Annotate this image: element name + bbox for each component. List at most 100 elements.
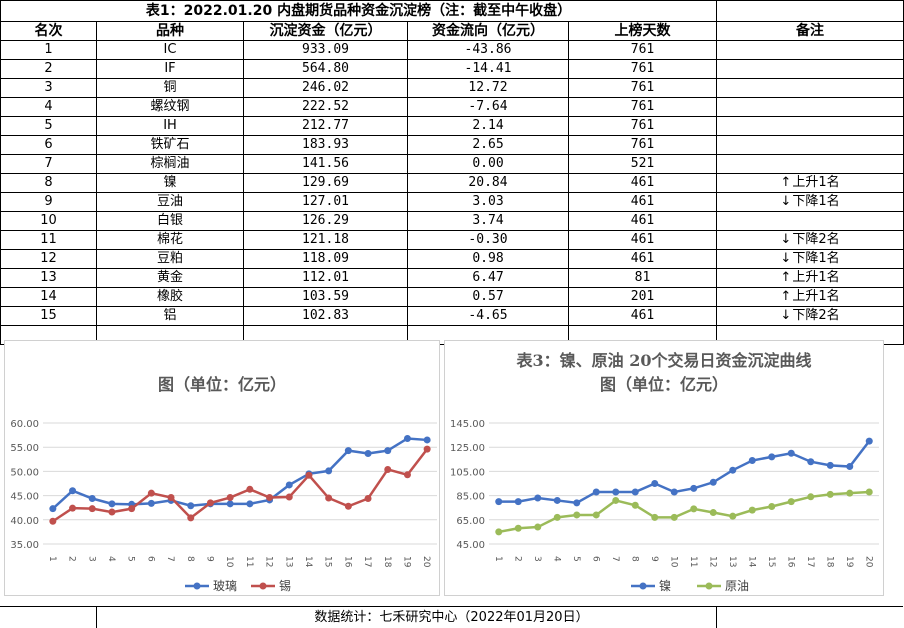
x-tick-label: 9	[204, 556, 214, 562]
remark-cell	[716, 59, 904, 79]
rank-cell: 9	[0, 192, 97, 212]
x-tick-label: 5	[571, 556, 581, 562]
remark-text: 上升1名	[792, 289, 840, 304]
data-point	[670, 513, 678, 521]
data-point	[573, 511, 581, 519]
footer-row: 数据统计：七禾研究中心（2022年01月20日）	[0, 606, 903, 628]
rank-cell: 3	[0, 78, 97, 98]
x-tick-label: 10	[224, 556, 234, 568]
data-point	[285, 493, 293, 501]
data-point	[266, 494, 274, 502]
rank-cell: 7	[0, 154, 97, 174]
y-tick-label: 45.00	[10, 492, 39, 503]
fund-flow-cell: 3.03	[407, 192, 569, 212]
remark-text: 上升1名	[792, 175, 840, 190]
x-tick-label: 1	[47, 556, 57, 562]
data-point	[787, 498, 795, 506]
remark-cell	[716, 211, 904, 231]
data-point	[514, 524, 522, 532]
rank-cell: 6	[0, 135, 97, 155]
y-tick-label: 60.00	[10, 419, 39, 430]
x-tick-label: 4	[551, 556, 561, 562]
days-listed-cell: 461	[567, 249, 718, 269]
x-tick-label: 2	[512, 556, 522, 562]
table-header-row: 名次 品种 沉淀资金（亿元） 资金流向（亿元） 上榜天数 备注	[0, 21, 904, 41]
name-cell: 铝	[96, 306, 244, 326]
data-point	[344, 447, 352, 455]
data-point	[651, 513, 659, 521]
y-tick-label: 35.00	[10, 540, 39, 551]
x-tick-label: 15	[323, 556, 333, 567]
x-tick-label: 7	[610, 556, 620, 562]
legend-marker	[259, 582, 267, 590]
data-point	[592, 488, 600, 496]
x-tick-label: 9	[649, 556, 659, 562]
name-cell: 豆粕	[96, 249, 244, 269]
data-point	[128, 505, 136, 513]
sedimented-funds-cell: 102.83	[243, 306, 408, 326]
header-days-listed: 上榜天数	[567, 21, 718, 41]
data-point	[534, 523, 542, 531]
x-tick-label: 16	[785, 556, 795, 568]
x-tick-label: 2	[67, 556, 77, 562]
name-cell: 黄金	[96, 268, 244, 288]
data-point	[651, 480, 659, 487]
fund-flow-cell: 0.98	[407, 249, 569, 269]
fund-flow-cell: -0.30	[407, 230, 569, 250]
table-row: 2 IF 564.80 -14.41 761	[0, 59, 904, 79]
remark-text: 下降1名	[792, 251, 840, 266]
footer-divider	[96, 607, 97, 628]
name-cell: 棉花	[96, 230, 244, 250]
data-point	[384, 447, 392, 455]
x-tick-label: 20	[863, 556, 873, 568]
header-sedimented-funds: 沉淀资金（亿元）	[243, 21, 408, 41]
data-point	[69, 504, 77, 512]
arrow-up-icon: ↑	[780, 270, 792, 285]
sedimented-funds-cell: 127.01	[243, 192, 408, 212]
sedimented-funds-cell: 222.52	[243, 97, 408, 117]
data-point	[748, 457, 756, 465]
x-tick-label: 18	[824, 556, 834, 568]
data-point	[787, 449, 795, 457]
rank-cell: 1	[0, 40, 97, 60]
data-point	[187, 502, 195, 510]
data-point	[49, 505, 57, 513]
fund-flow-cell: 2.65	[407, 135, 569, 155]
legend-marker	[193, 582, 201, 590]
x-tick-label: 20	[421, 556, 431, 568]
table-row: 6 铁矿石 183.93 2.65 761	[0, 135, 904, 155]
legend-label: 镍	[659, 579, 671, 593]
remark-cell: ↑上升1名	[716, 268, 904, 288]
remark-cell	[716, 154, 904, 174]
footer-divider	[716, 607, 717, 628]
data-point	[670, 488, 678, 496]
sedimented-funds-cell: 118.09	[243, 249, 408, 269]
remark-cell	[716, 78, 904, 98]
data-point	[364, 495, 372, 503]
y-tick-label: 125.00	[450, 443, 485, 454]
days-listed-cell: 461	[567, 306, 718, 326]
rank-cell: 15	[0, 306, 97, 326]
sedimented-funds-cell: 126.29	[243, 211, 408, 231]
sedimented-funds-cell: 183.93	[243, 135, 408, 155]
data-point	[384, 465, 392, 473]
fund-flow-cell: -4.65	[407, 306, 569, 326]
x-tick-label: 7	[165, 556, 175, 562]
arrow-up-icon: ↑	[780, 175, 792, 190]
remark-cell: ↓下降1名	[716, 249, 904, 269]
data-point	[768, 453, 776, 461]
x-tick-label: 3	[86, 556, 96, 562]
data-point	[344, 502, 352, 510]
days-listed-cell: 761	[567, 40, 718, 60]
data-point	[690, 484, 698, 492]
fund-flow-cell: -7.64	[407, 97, 569, 117]
y-tick-label: 45.00	[456, 540, 485, 551]
data-point	[592, 511, 600, 519]
data-point	[403, 471, 411, 479]
name-cell: 棕榈油	[96, 154, 244, 174]
rank-cell: 2	[0, 59, 97, 79]
name-cell: 橡胶	[96, 287, 244, 307]
data-point	[534, 494, 542, 502]
data-point	[187, 514, 195, 522]
